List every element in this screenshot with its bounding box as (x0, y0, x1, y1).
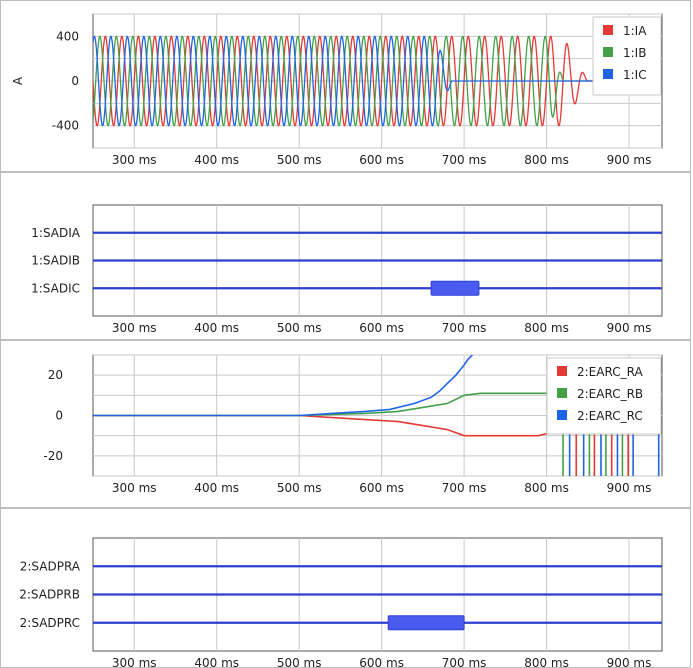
y-tick-label: -20 (43, 449, 63, 463)
x-tick-label: 800 ms (524, 481, 569, 495)
legend-label: 1:IA (623, 24, 647, 38)
x-tick-label: 700 ms (442, 656, 487, 668)
x-tick-label: 700 ms (442, 153, 487, 167)
legend-swatch (603, 69, 613, 79)
x-tick-label: 600 ms (359, 153, 404, 167)
chart-earc: 300 ms 400 ms 500 ms 600 ms 700 ms 800 ms 900 … (43, 354, 663, 495)
legend-label: 1:IC (623, 68, 647, 82)
x-tick-label: 600 ms (359, 481, 404, 495)
x-tick-label: 300 ms (112, 153, 157, 167)
chart-currents: 300 ms 400 ms 500 ms 600 ms 700 ms 800 ms 900 … (11, 13, 663, 167)
x-tick-label: 600 ms (359, 656, 404, 668)
channel-label: 2:SADPRA (20, 559, 81, 573)
x-tick-label: 800 ms (524, 321, 569, 335)
y-tick-label: -400 (52, 119, 79, 133)
legend-swatch (557, 388, 567, 398)
legend-label: 2:EARC_RB (577, 387, 643, 401)
channel-label: 1:SADIC (31, 281, 80, 295)
y-tick-label: 0 (71, 74, 79, 88)
y-tick-label: 400 (56, 29, 79, 43)
channel-label: 1:SADIB (31, 254, 80, 268)
x-tick-label: 300 ms (112, 481, 157, 495)
legend-label: 2:EARC_RC (577, 409, 643, 423)
series-line-1:IC (93, 35, 662, 127)
channel-active-1:SADIC (430, 280, 480, 296)
chart-digital-sadpr: 300 ms 400 ms 500 ms 600 ms 700 ms 800 ms 900 … (19, 537, 663, 668)
channel-active-2:SADPRC (387, 615, 465, 631)
x-tick-label: 400 ms (194, 481, 239, 495)
legend-swatch (603, 25, 613, 35)
y-tick-label: 0 (55, 409, 63, 423)
legend-swatch (557, 366, 567, 376)
legend-swatch (557, 410, 567, 420)
x-tick-label: 500 ms (277, 481, 322, 495)
legend-label: 1:IB (623, 46, 646, 60)
x-tick-label: 300 ms (112, 321, 157, 335)
x-tick-label: 600 ms (359, 321, 404, 335)
x-tick-label: 500 ms (277, 656, 322, 668)
x-tick-label: 300 ms (112, 656, 157, 668)
channel-label: 2:SADPRC (20, 616, 80, 630)
x-tick-label: 400 ms (194, 656, 239, 668)
y-tick-label: 20 (48, 368, 63, 382)
chart-digital-sadi: 300 ms 400 ms 500 ms 600 ms 700 ms 800 ms 900 … (31, 204, 663, 335)
legend-swatch (603, 47, 613, 57)
channel-label: 1:SADIA (31, 226, 81, 240)
y-axis-label: A (11, 76, 25, 85)
x-tick-label: 800 ms (524, 153, 569, 167)
legend-label: 2:EARC_RA (577, 365, 643, 379)
x-tick-label: 800 ms (524, 656, 569, 668)
x-tick-label: 900 ms (607, 481, 652, 495)
series-line-2:EARC_RC (93, 355, 473, 417)
x-tick-label: 900 ms (607, 321, 652, 335)
x-tick-label: 400 ms (194, 153, 239, 167)
series-line-1:IA (93, 35, 662, 127)
x-tick-label: 500 ms (277, 153, 322, 167)
x-tick-label: 900 ms (607, 656, 652, 668)
x-tick-label: 700 ms (442, 481, 487, 495)
x-tick-label: 400 ms (194, 321, 239, 335)
x-tick-label: 500 ms (277, 321, 322, 335)
x-tick-label: 700 ms (442, 321, 487, 335)
x-tick-label: 900 ms (607, 153, 652, 167)
channel-label: 2:SADPRB (19, 588, 80, 602)
